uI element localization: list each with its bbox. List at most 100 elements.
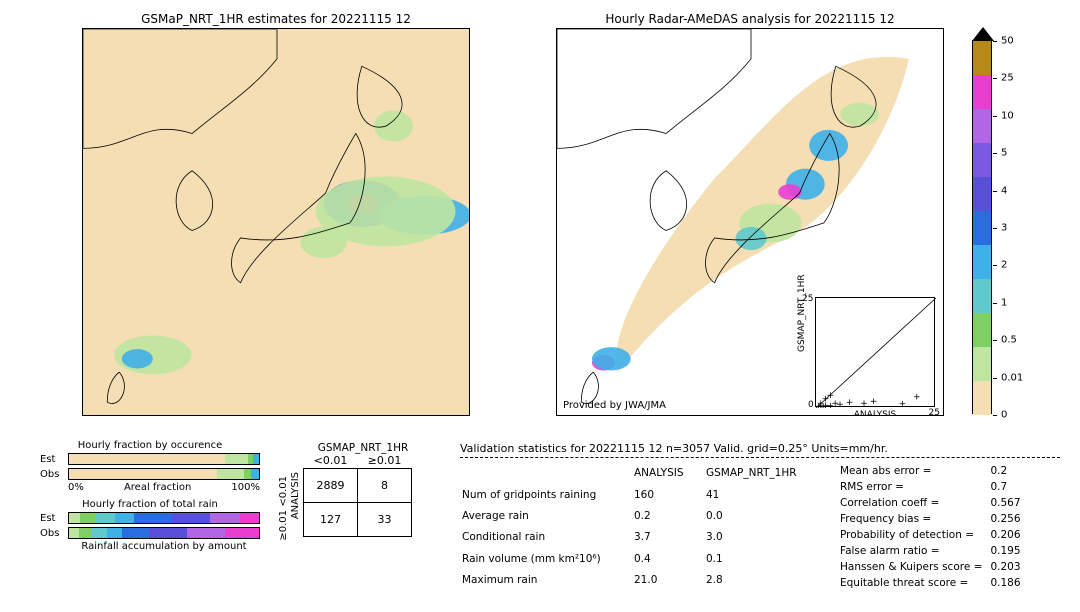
fraction-bar-segment [69,469,217,479]
provider-label: Provided by JWA/JMA [563,400,666,411]
inset-ylabel: GSMAP_NRT_1HR [797,274,807,352]
colorbar: 00.010.512345102550 [972,40,992,414]
colorbar-segment [973,381,991,415]
metric-value: 0.195 [984,544,1020,558]
fraction-bar-segment [80,513,95,523]
val-row-label: Conditional rain [462,528,632,547]
colorbar-segment [973,109,991,143]
fraction-occurrence-title: Hourly fraction by occurence [40,440,260,451]
fraction-bar-segment [107,528,122,538]
val-row-analysis: 3.7 [634,528,704,547]
xtick-label: 145°E [395,415,425,416]
colorbar-segment [973,211,991,245]
colorbar-segment [973,347,991,381]
metric-label: Equitable threat score = [840,576,982,590]
left-map-title: GSMaP_NRT_1HR estimates for 20221115 12 [82,12,470,26]
svg-text:+: + [860,399,868,408]
xtick-label: 130°E [687,415,717,416]
svg-text:+: + [827,391,835,401]
rainfall-accum-caption: Rainfall accumulation by amount [40,541,260,552]
svg-text:+: + [836,400,844,408]
colorbar-segment [973,41,991,75]
ct-colhead-0: <0.01 [304,454,358,468]
metric-value: 0.206 [984,528,1020,542]
val-row-gsmap: 3.0 [706,528,816,547]
metric-label: Hanssen & Kuipers score = [840,560,982,574]
inset-xlabel: ANALYSIS [854,410,896,416]
svg-text:+: + [899,400,907,408]
metric-label: Correlation coeff = [840,496,982,510]
metric-value: 0.7 [984,480,1020,494]
validation-panel: Validation statistics for 20221115 12 n=… [460,442,1060,592]
metric-value: 0.2 [984,464,1020,478]
colorbar-tick-label: 25 [1001,73,1014,84]
areal-caption: Areal fraction [124,482,191,493]
xtick-label: 125°E [627,415,657,416]
ct-cell-10: 127 [304,502,358,536]
fraction-bar-segment [134,513,172,523]
metric-value: 0.186 [984,576,1020,590]
colorbar-segment [973,75,991,109]
colorbar-tick-label: 0 [1001,410,1007,421]
metric-value: 0.203 [984,560,1020,574]
val-row-analysis: 160 [634,485,704,504]
fraction-bar-segment [149,528,187,538]
fraction-bar-segment [251,469,259,479]
colorbar-tick-label: 0.5 [1001,335,1017,346]
colorbar-tick-label: 1 [1001,297,1007,308]
validation-metrics-table: Mean abs error = 0.2RMS error = 0.7Corre… [838,462,1023,592]
xtick-label: 125°E [153,415,183,416]
svg-text:+: + [846,398,854,408]
metric-label: Mean abs error = [840,464,982,478]
colorbar-tick-label: 0.01 [1001,372,1023,383]
ct-rowhead-0: <0.01 [278,476,289,507]
colorbar-segment [973,143,991,177]
right-map: 25°N30°N35°N40°N45°N120°E125°E130°E135°E… [556,28,944,416]
colorbar-segment [973,313,991,347]
xtick-label: 120°E [566,415,596,416]
fraction-bar-segment [96,513,115,523]
fraction-bar-segment [217,469,244,479]
xtick-label: 135°E [274,415,304,416]
colorbar-segment [973,177,991,211]
colorbar-tick-label: 10 [1001,110,1014,121]
val-row-analysis: 0.2 [634,506,704,525]
val-row-label: Rain volume (mm km²10⁶) [462,549,632,568]
fraction-occurrence-bars: Est Obs [40,452,260,481]
fraction-bar-row: Obs [40,467,260,481]
validation-divider [460,457,1060,458]
validation-left-table: ANALYSIS GSMAP_NRT_1HR Num of gridpoints… [460,462,818,592]
fraction-bar-segment [244,469,252,479]
colorbar-tick-label: 3 [1001,223,1007,234]
fraction-bar-segment [79,528,92,538]
colorbar-tick-label: 5 [1001,148,1007,159]
val-row-gsmap: 41 [706,485,816,504]
fraction-bar-segment [69,513,80,523]
val-row-label: Num of gridpoints raining [462,485,632,504]
fraction-totalrain-title: Hourly fraction of total rain [40,499,260,510]
left-map: 25°N30°N35°N40°N45°N120°E125°E130°E135°E… [82,28,470,416]
colorbar-tick-label: 2 [1001,260,1007,271]
colorbar-over-marker [972,27,994,41]
fraction-bar-row: Est [40,511,260,525]
fraction-bar-label: Obs [40,528,68,539]
val-col1: ANALYSIS [634,464,704,483]
left-map-panel: GSMaP_NRT_1HR estimates for 20221115 12 … [82,12,470,416]
fraction-bar-segment [92,528,107,538]
fraction-bar-segment [240,513,259,523]
fraction-bar-segment [225,454,248,464]
fraction-bar-segment [122,528,149,538]
right-map-title: Hourly Radar-AMeDAS analysis for 2022111… [556,12,944,26]
val-row-gsmap: 2.8 [706,571,816,590]
xtick-label: 140°E [809,415,839,416]
metric-label: False alarm ratio = [840,544,982,558]
colorbar-segment [973,279,991,313]
fraction-bar-segment [115,513,134,523]
fraction-bar-label: Est [40,513,68,524]
val-row-gsmap: 0.1 [706,549,816,568]
fraction-bar-label: Est [40,454,68,465]
fraction-bar-segment [172,513,210,523]
fraction-bar-segment [187,528,225,538]
val-row-label: Maximum rain [462,571,632,590]
metric-label: Frequency bias = [840,512,982,526]
